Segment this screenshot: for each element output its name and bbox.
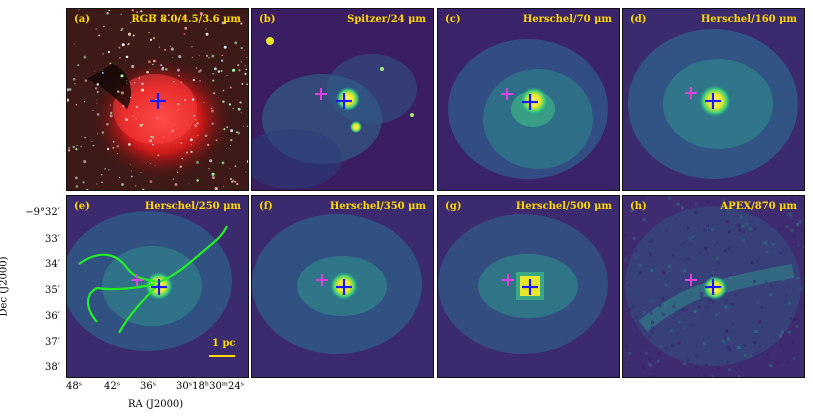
panel-d-label: (d) xyxy=(630,14,647,25)
y-tick: −9°32′ xyxy=(25,207,60,218)
panel-f-label: (f) xyxy=(259,201,273,212)
panel-a: (a) RGB 8.0/4.5/3.6 μm xyxy=(66,8,249,191)
panel-d-title: Herschel/160 μm xyxy=(700,14,797,25)
panel-g-image xyxy=(438,196,619,377)
panel-h-label: (h) xyxy=(630,201,647,212)
panel-f-image xyxy=(252,196,433,377)
y-tick: 34′ xyxy=(45,259,60,270)
x-tick: 30ˢ18ʰ30ᵐ24ˢ xyxy=(176,381,245,392)
x-tick: 36ˢ xyxy=(140,381,157,392)
panel-a-title: RGB 8.0/4.5/3.6 μm xyxy=(131,14,241,25)
panel-d-image xyxy=(623,9,804,190)
x-tick: 48ˢ xyxy=(66,381,83,392)
panel-b-label: (b) xyxy=(259,14,276,25)
marker-blue-cross xyxy=(705,279,721,295)
panel-e: (e) Herschel/250 μm 1 pc xyxy=(66,195,249,378)
panel-a-label: (a) xyxy=(74,14,90,25)
marker-magenta-cross xyxy=(131,274,143,286)
marker-blue-cross xyxy=(336,279,352,295)
noise-texture xyxy=(624,196,804,377)
marker-blue-cross xyxy=(151,279,167,295)
panel-b-title: Spitzer/24 μm xyxy=(347,14,426,25)
marker-magenta-cross xyxy=(501,88,513,100)
y-axis-label: Dec (J2000) xyxy=(0,256,10,317)
y-tick: 37′ xyxy=(45,337,60,348)
panel-h: (h) APEX/870 μm xyxy=(622,195,805,378)
panel-f-title: Herschel/350 μm xyxy=(329,201,426,212)
panel-g-title: Herschel/500 μm xyxy=(515,201,612,212)
star-field xyxy=(67,9,248,190)
marker-magenta-cross xyxy=(685,274,697,286)
y-tick: 35′ xyxy=(45,285,60,296)
panel-h-image xyxy=(623,196,804,377)
panel-e-label: (e) xyxy=(74,201,90,212)
panel-b: (b) Spitzer/24 μm xyxy=(251,8,434,191)
scale-bar xyxy=(209,355,235,357)
panel-c-image xyxy=(438,9,619,190)
y-tick: 38′ xyxy=(45,362,60,373)
x-axis-label: RA (J2000) xyxy=(128,399,184,410)
marker-blue-cross xyxy=(522,94,538,110)
scale-bar-label: 1 pc xyxy=(212,338,236,349)
panel-b-image xyxy=(252,9,433,190)
panel-c-title: Herschel/70 μm xyxy=(522,14,612,25)
marker-blue-cross xyxy=(522,279,538,295)
y-tick: 33′ xyxy=(45,234,60,245)
marker-blue-cross xyxy=(705,93,721,109)
marker-magenta-cross xyxy=(316,274,328,286)
marker-magenta-cross xyxy=(685,87,697,99)
panel-g-label: (g) xyxy=(445,201,462,212)
panel-g: (g) Herschel/500 μm xyxy=(437,195,620,378)
marker-magenta-cross xyxy=(315,88,327,100)
marker-blue-cross xyxy=(150,93,166,109)
panel-f: (f) Herschel/350 μm xyxy=(251,195,434,378)
x-tick: 42ˢ xyxy=(104,381,121,392)
marker-blue-cross xyxy=(336,93,352,109)
panel-e-image xyxy=(67,196,248,377)
y-tick: 36′ xyxy=(45,311,60,322)
panel-d: (d) Herschel/160 μm xyxy=(622,8,805,191)
panel-c-label: (c) xyxy=(445,14,461,25)
panel-h-title: APEX/870 μm xyxy=(720,201,797,212)
panel-a-image xyxy=(67,9,248,190)
panel-e-title: Herschel/250 μm xyxy=(144,201,241,212)
marker-magenta-cross xyxy=(502,274,514,286)
panel-c: (c) Herschel/70 μm xyxy=(437,8,620,191)
